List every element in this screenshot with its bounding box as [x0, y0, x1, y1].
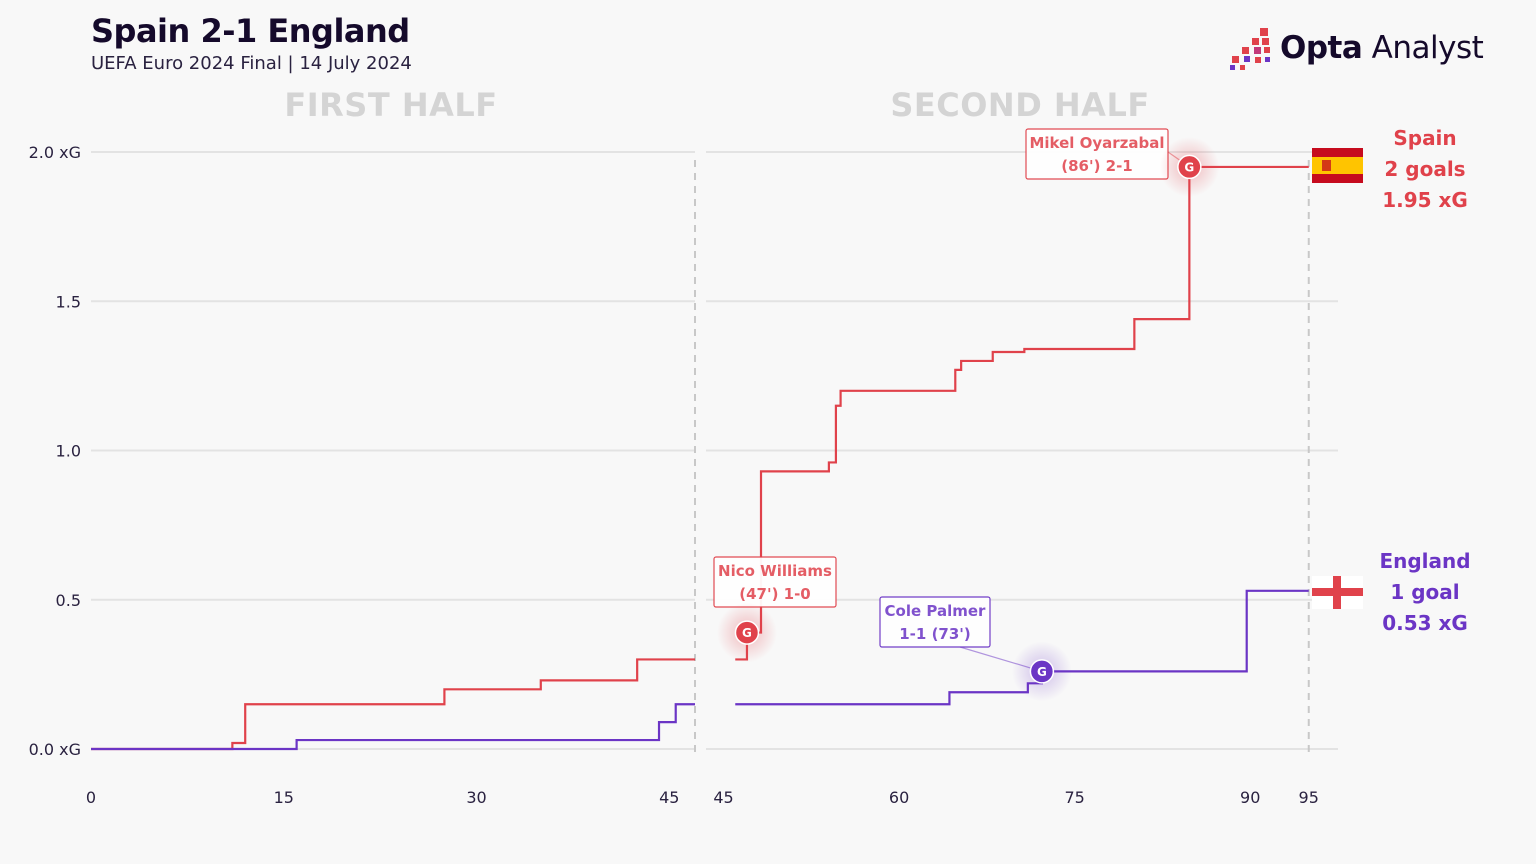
x-tick-label: 75: [1064, 788, 1084, 807]
annotation-score: 1-1 (73'): [899, 625, 971, 643]
goal-marker-label: G: [742, 626, 752, 640]
goal-annotations: Nico Williams (47') 1-0 G Cole Palmer 1-1 (7…: [713, 128, 1220, 702]
spain-team-name: Spain: [1393, 126, 1456, 150]
y-tick-label: 2.0 xG: [29, 143, 81, 162]
annotation-box: [713, 556, 837, 608]
opta-logo-mark: [1230, 28, 1270, 70]
second-half-label: SECOND HALF: [890, 86, 1150, 124]
series-lines: [91, 165, 1309, 751]
england-xg-total: 0.53 xG: [1382, 611, 1468, 635]
spain-xg-line-second-half: [735, 165, 1309, 661]
england-team-name: England: [1379, 549, 1470, 573]
team-summaries: Spain 2 goals 1.95 xG England 1 goal 0.5…: [1312, 126, 1471, 635]
page-subtitle: UEFA Euro 2024 Final | 14 July 2024: [91, 53, 412, 74]
grid-lines: [91, 151, 1338, 750]
england-flag-icon: [1312, 576, 1363, 609]
x-tick-label: 30: [466, 788, 486, 807]
y-tick-label: 0.0 xG: [29, 740, 81, 759]
x-tick-label: 45: [713, 788, 733, 807]
opta-analyst-wordmark: Opta Analyst: [1280, 30, 1484, 66]
annotation-scorer: Mikel Oyarzabal: [1029, 134, 1164, 152]
annotation-box: [879, 596, 991, 648]
annotation-scorer: Nico Williams: [718, 562, 832, 580]
goal-marker-label: G: [1037, 665, 1047, 679]
annotation-score: (47') 1-0: [739, 585, 811, 603]
goal-marker-label: G: [1184, 160, 1194, 174]
goal-marker: [734, 620, 760, 645]
spain-xg-total: 1.95 xG: [1382, 188, 1468, 212]
x-tick-label: 0: [86, 788, 96, 807]
x-tick-label: 60: [889, 788, 909, 807]
x-tick-label: 90: [1240, 788, 1260, 807]
x-axis-ticks: 0 15 30 45 45 60 75 90 95: [86, 788, 1319, 807]
y-tick-label: 0.5: [56, 591, 81, 610]
x-tick-label: 45: [659, 788, 679, 807]
page-title: Spain 2-1 England: [91, 12, 410, 50]
annotation-score: (86') 2-1: [1061, 157, 1133, 175]
goal-marker: [1029, 659, 1055, 684]
first-half-label: FIRST HALF: [284, 86, 498, 124]
x-tick-label: 95: [1299, 788, 1319, 807]
spain-xg-line-first-half: [91, 658, 695, 751]
spain-flag-icon: [1312, 148, 1363, 183]
england-goals: 1 goal: [1390, 580, 1459, 604]
period-end-lines: [694, 160, 1310, 755]
opta-analyst-logo: Opta Analyst: [1228, 26, 1484, 72]
y-tick-label: 1.0: [56, 442, 81, 461]
y-axis-ticks: 0.0 xG 0.5 1.0 1.5 2.0 xG: [29, 143, 81, 759]
spain-goals: 2 goals: [1384, 157, 1465, 181]
annotation-scorer: Cole Palmer: [885, 602, 987, 620]
goal-marker: [1177, 154, 1202, 180]
x-tick-label: 15: [274, 788, 294, 807]
england-xg-line-first-half: [91, 703, 695, 751]
y-tick-label: 1.5: [56, 292, 81, 311]
